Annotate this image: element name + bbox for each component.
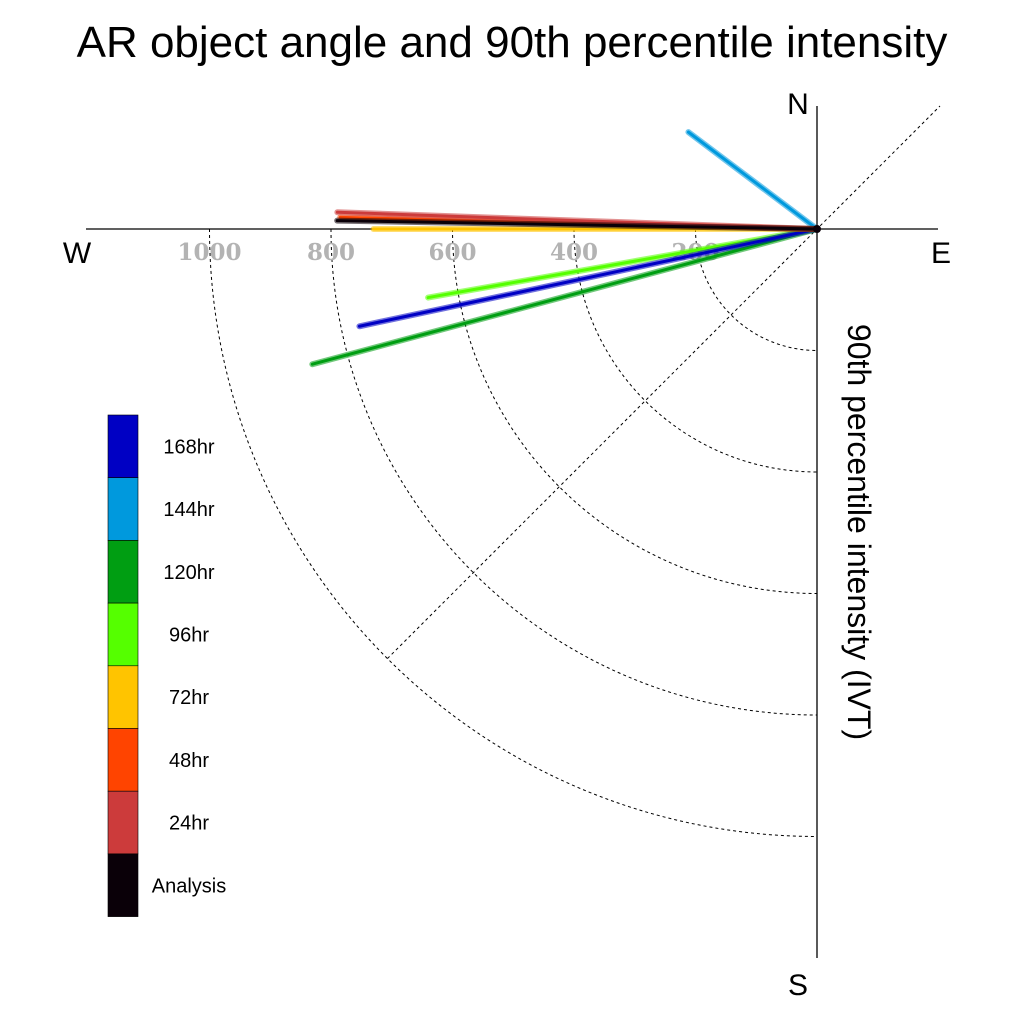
- grid-diagonal: [387, 105, 941, 659]
- y-axis-label: 90th percentile intensity (IVT): [841, 324, 877, 740]
- radial-tick-label: 600: [428, 239, 476, 266]
- chart-title: AR object angle and 90th percentile inte…: [77, 18, 948, 67]
- compass-south-label: S: [788, 969, 808, 1002]
- legend-label: 168hr: [163, 436, 214, 458]
- legend-label: 96hr: [169, 624, 209, 646]
- grid-arc: [330, 228, 818, 716]
- legend-label: Analysis: [152, 875, 226, 897]
- polar-grid: [209, 105, 941, 837]
- grid-arc: [209, 228, 818, 837]
- legend-swatch: [107, 665, 139, 729]
- legend-label: 24hr: [169, 813, 209, 835]
- vector-analysis: [334, 217, 820, 232]
- compass-north-label: N: [787, 88, 809, 121]
- legend-swatch: [107, 602, 139, 667]
- vector-168hr: [356, 226, 820, 330]
- legend-label: 72hr: [169, 687, 209, 709]
- compass-east-label: E: [931, 237, 951, 270]
- radial-tick-label: 800: [307, 239, 355, 266]
- radial-tick-label: 400: [550, 239, 598, 266]
- legend-label: 120hr: [163, 562, 214, 584]
- radial-tick-labels: 2004006008001000: [177, 239, 719, 266]
- origin-point: [813, 225, 821, 233]
- legend-swatch: [107, 728, 139, 792]
- legend-label: 144hr: [163, 499, 214, 521]
- radial-tick-label: 1000: [177, 239, 241, 266]
- grid-arc: [573, 228, 818, 473]
- legend-swatch: [107, 477, 139, 541]
- legend-swatch: [107, 540, 139, 604]
- vector-120hr: [309, 226, 820, 368]
- legend-label: 48hr: [169, 750, 209, 772]
- legend: 168hr 144hr 120hr 96hr 72hr 48hr 24hr Analysis: [107, 414, 226, 917]
- vector-series: [309, 129, 821, 368]
- legend-swatch: [107, 853, 139, 917]
- compass-west-label: W: [63, 237, 92, 270]
- legend-swatch: [107, 790, 139, 855]
- legend-swatch: [107, 414, 139, 479]
- grid-arc: [452, 228, 818, 594]
- vector-144hr: [685, 129, 820, 232]
